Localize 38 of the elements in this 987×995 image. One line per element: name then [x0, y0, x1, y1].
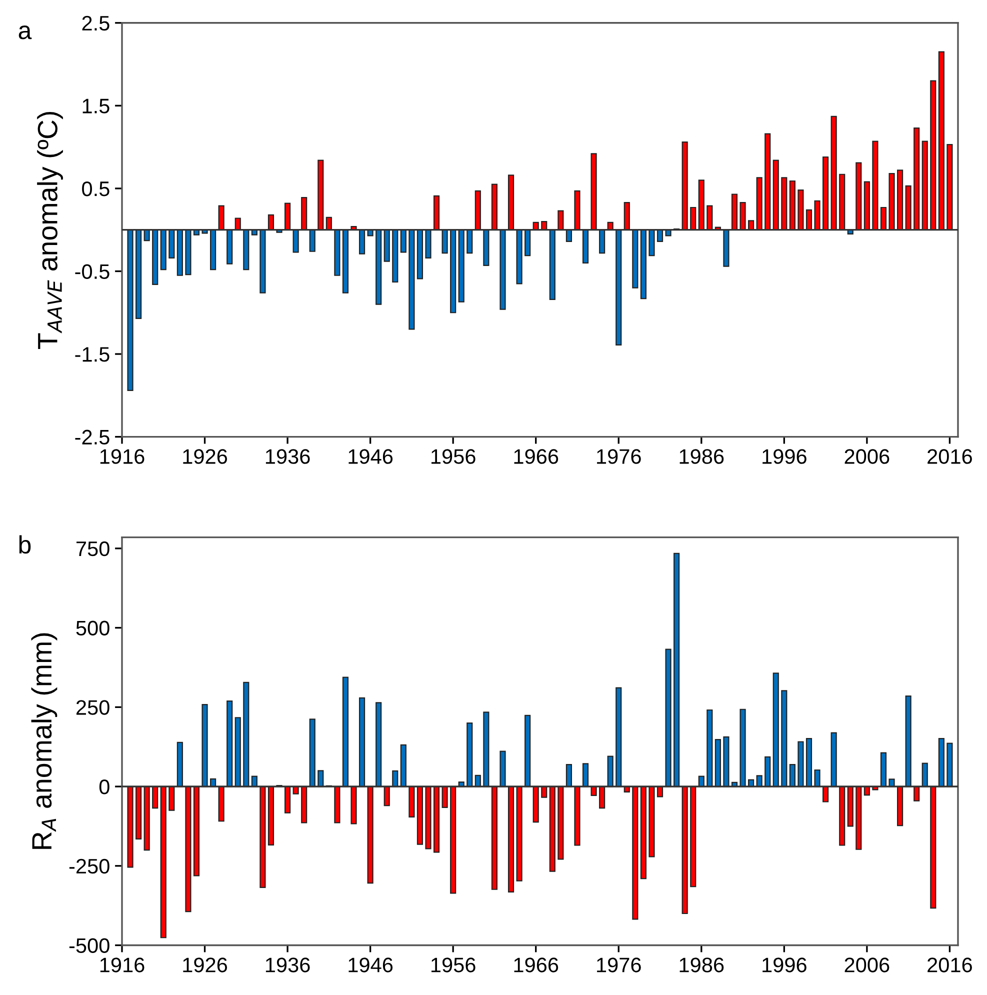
- chart-title: a: [18, 26, 32, 40]
- y-tick-label: -2.5: [75, 430, 110, 445]
- y-axis-title: T$_{AAVE}$ anomaly (ºC): [37, 112, 63, 349]
- x-tick-label: 1926: [183, 958, 228, 972]
- y-tick-label: 750: [76, 541, 110, 556]
- x-tick-label: 1976: [597, 958, 641, 972]
- y-tick-label: 0.5: [82, 181, 110, 196]
- x-tick-label: 1946: [348, 449, 393, 464]
- y-tick-label: -0.5: [75, 264, 110, 279]
- y-tick-label: 2.5: [82, 16, 110, 31]
- x-tick-label: 1966: [514, 958, 558, 972]
- y-tick-label: -500: [69, 938, 110, 954]
- x-tick-label: 1916: [100, 958, 144, 972]
- x-tick-label: 1996: [762, 449, 806, 464]
- y-tick-label: -250: [69, 858, 110, 874]
- y-tick-label: 500: [76, 620, 110, 636]
- chart-title: b: [19, 535, 31, 554]
- x-tick-label: 1986: [680, 449, 724, 464]
- y-tick-label: -1.5: [75, 347, 110, 362]
- x-tick-label: 2016: [928, 449, 972, 464]
- x-tick-label: 1946: [348, 958, 393, 972]
- y-tick-label: 250: [76, 700, 110, 715]
- y-tick-label: 0: [99, 780, 110, 794]
- x-tick-label: 2006: [844, 449, 890, 464]
- y-tick-label: 1.5: [82, 98, 110, 114]
- x-tick-label: 1996: [762, 958, 806, 972]
- x-tick-label: 1956: [431, 958, 476, 972]
- x-tick-label: 1916: [100, 449, 144, 464]
- x-tick-label: 1936: [266, 958, 310, 972]
- y-axis-title: R$_{A}$ anomaly (mm): [31, 633, 58, 849]
- x-tick-label: 1936: [266, 449, 310, 464]
- x-tick-label: 2016: [928, 958, 972, 972]
- x-tick-label: 1986: [680, 958, 724, 972]
- x-tick-label: 1926: [183, 449, 228, 464]
- x-tick-label: 1966: [514, 449, 558, 464]
- x-tick-label: 1976: [597, 449, 641, 464]
- x-tick-label: 2006: [844, 958, 890, 972]
- x-tick-label: 1956: [431, 449, 476, 464]
